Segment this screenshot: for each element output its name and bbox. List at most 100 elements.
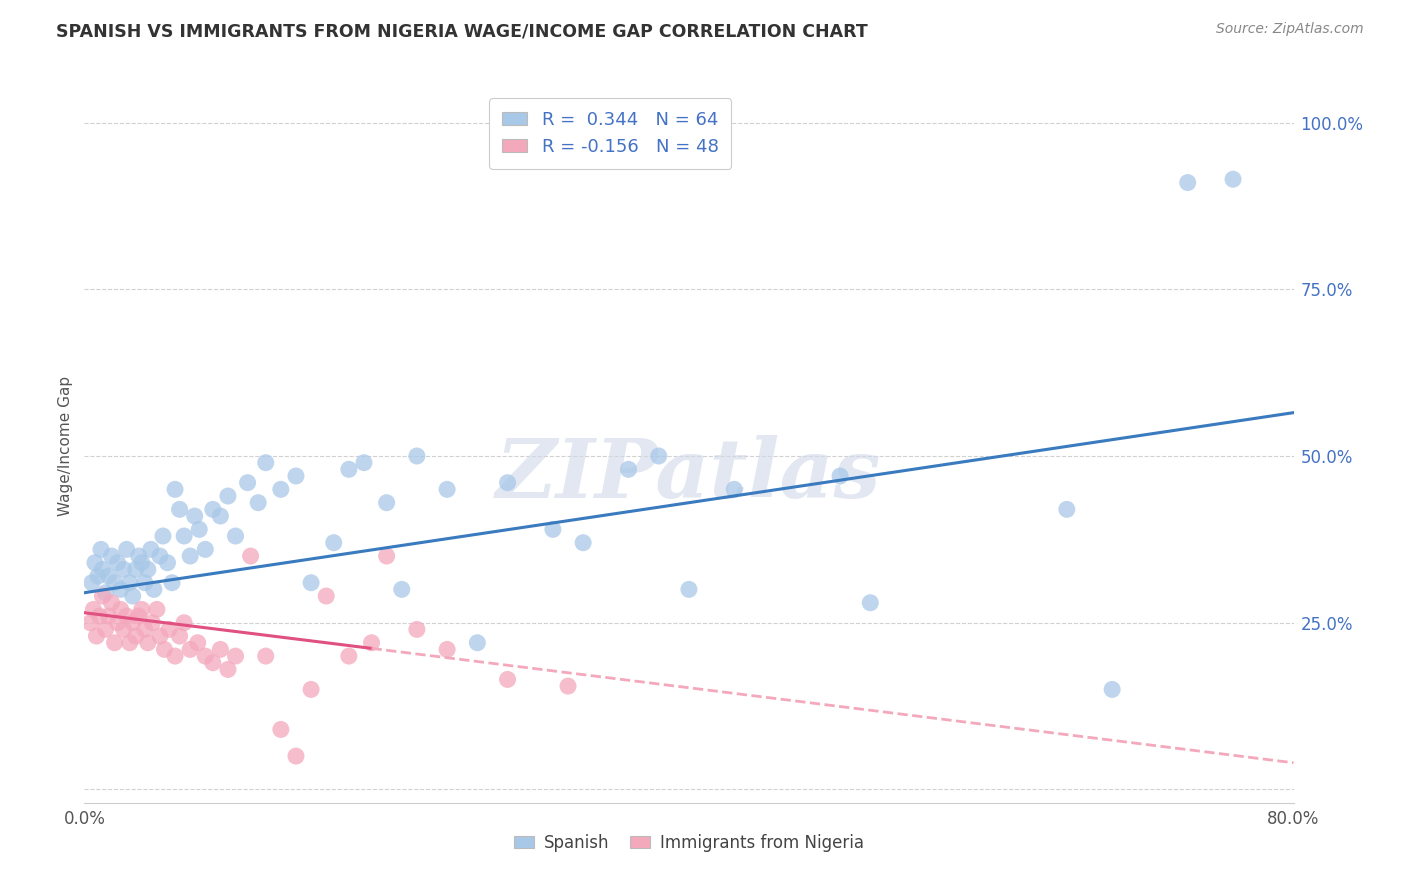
Point	[128, 549, 150, 563]
Point	[337, 462, 360, 476]
Point	[104, 575, 127, 590]
Point	[141, 615, 163, 630]
Point	[142, 582, 165, 597]
Text: ZIPatlas: ZIPatlas	[496, 434, 882, 515]
Point	[859, 596, 882, 610]
Point	[94, 585, 117, 599]
Point	[1101, 682, 1123, 697]
Point	[134, 575, 156, 590]
Point	[179, 642, 201, 657]
Point	[136, 562, 159, 576]
Point	[86, 629, 108, 643]
Point	[375, 496, 398, 510]
Point	[541, 522, 564, 536]
Point	[360, 636, 382, 650]
Point	[121, 615, 143, 630]
Point	[91, 589, 114, 603]
Point	[173, 615, 195, 630]
Point	[496, 673, 519, 687]
Point	[723, 483, 745, 497]
Point	[436, 642, 458, 657]
Point	[100, 596, 122, 610]
Point	[118, 575, 141, 590]
Point	[136, 636, 159, 650]
Point	[375, 549, 398, 563]
Point	[217, 662, 239, 676]
Point	[322, 535, 344, 549]
Point	[572, 535, 595, 549]
Point	[165, 483, 187, 497]
Point	[187, 636, 209, 650]
Point	[225, 529, 247, 543]
Point	[87, 569, 110, 583]
Point	[201, 502, 224, 516]
Point	[97, 569, 120, 583]
Point	[496, 475, 519, 490]
Text: SPANISH VS IMMIGRANTS FROM NIGERIA WAGE/INCOME GAP CORRELATION CHART: SPANISH VS IMMIGRANTS FROM NIGERIA WAGE/…	[56, 22, 868, 40]
Point	[285, 469, 308, 483]
Point	[107, 615, 129, 630]
Point	[82, 602, 104, 616]
Point	[179, 549, 201, 563]
Point	[201, 656, 224, 670]
Y-axis label: Wage/Income Gap: Wage/Income Gap	[58, 376, 73, 516]
Legend: Spanish, Immigrants from Nigeria: Spanish, Immigrants from Nigeria	[508, 828, 870, 859]
Point	[188, 522, 211, 536]
Point	[80, 575, 103, 590]
Point	[125, 629, 148, 643]
Point	[121, 589, 143, 603]
Point	[131, 556, 153, 570]
Point	[254, 649, 277, 664]
Point	[239, 549, 262, 563]
Point	[107, 556, 129, 570]
Point	[285, 749, 308, 764]
Point	[337, 649, 360, 664]
Point	[217, 489, 239, 503]
Point	[152, 529, 174, 543]
Point	[156, 556, 179, 570]
Point	[678, 582, 700, 597]
Point	[406, 449, 429, 463]
Point	[391, 582, 413, 597]
Point	[131, 602, 153, 616]
Point	[128, 609, 150, 624]
Point	[79, 615, 101, 630]
Point	[315, 589, 337, 603]
Point	[115, 542, 138, 557]
Point	[169, 629, 191, 643]
Point	[183, 509, 205, 524]
Point	[1222, 172, 1244, 186]
Point	[194, 649, 217, 664]
Point	[149, 549, 172, 563]
Point	[270, 723, 292, 737]
Point	[153, 642, 176, 657]
Point	[173, 529, 195, 543]
Point	[157, 623, 180, 637]
Point	[209, 642, 232, 657]
Point	[169, 502, 191, 516]
Text: Source: ZipAtlas.com: Source: ZipAtlas.com	[1216, 22, 1364, 37]
Point	[110, 602, 132, 616]
Point	[353, 456, 375, 470]
Point	[406, 623, 429, 637]
Point	[134, 623, 156, 637]
Point	[115, 609, 138, 624]
Point	[118, 636, 141, 650]
Point	[100, 549, 122, 563]
Point	[467, 636, 489, 650]
Point	[270, 483, 292, 497]
Point	[165, 649, 187, 664]
Point	[89, 609, 111, 624]
Point	[557, 679, 579, 693]
Point	[1056, 502, 1078, 516]
Point	[209, 509, 232, 524]
Point	[112, 623, 135, 637]
Point	[91, 562, 114, 576]
Point	[254, 456, 277, 470]
Point	[94, 623, 117, 637]
Point	[125, 562, 148, 576]
Point	[648, 449, 671, 463]
Point	[236, 475, 259, 490]
Point	[194, 542, 217, 557]
Point	[299, 682, 322, 697]
